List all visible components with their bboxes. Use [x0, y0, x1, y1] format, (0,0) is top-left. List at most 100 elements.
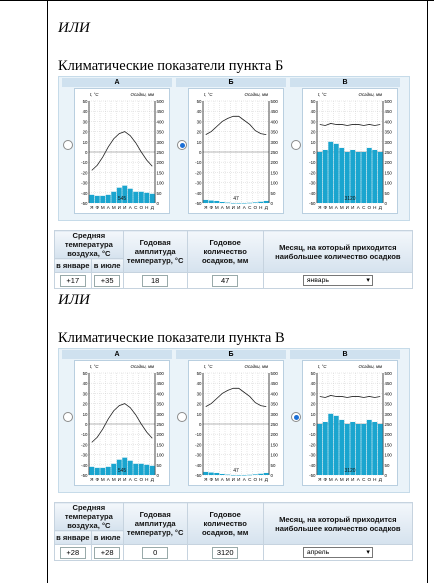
y-left-tick: 50: [83, 99, 88, 104]
precip-bar: [263, 200, 269, 203]
precip-bar: [258, 473, 264, 475]
precip-bar: [344, 152, 350, 203]
x-month-tick: О: [367, 477, 371, 482]
precip-bar: [100, 467, 106, 475]
x-month-tick: Ф: [96, 205, 100, 210]
x-month-tick: С: [248, 205, 252, 210]
y-left-tick: -10: [195, 432, 202, 437]
y-right-tick: 100: [157, 181, 165, 186]
y-left-tick: 50: [83, 371, 88, 376]
chart-plot: 50 40 30 20 10 0 -10 -20 -30 -40 -50 500 450 400 350 30…: [302, 360, 398, 486]
y-left-tick: 10: [311, 412, 316, 417]
y-left-tick: 20: [311, 130, 316, 135]
precip-bar: [350, 149, 356, 203]
section-title: Климатические показатели пункта Б: [58, 58, 284, 74]
y-left-tick: 10: [83, 412, 88, 417]
chart-select-radio[interactable]: [63, 412, 73, 422]
x-month-tick: А: [129, 205, 133, 210]
chart-select-radio[interactable]: [291, 140, 301, 150]
precip-bar: [322, 149, 328, 203]
x-month-tick: Н: [373, 477, 376, 482]
y-left-tick: 30: [311, 391, 316, 396]
y-left-tick: 10: [197, 140, 202, 145]
climate-chart: Б 50 40 30 20 10 0 -10 -20 -30 -40 -50 500 450 400 350 3…: [176, 350, 286, 488]
answers-table: Средняя температура воздуха, °C Годовая …: [54, 502, 414, 561]
y-right-tick: 200: [271, 160, 279, 165]
y-right-tick: 100: [271, 181, 279, 186]
x-month-tick: Я: [318, 205, 321, 210]
precip-bar: [328, 141, 334, 203]
july-input[interactable]: +28: [94, 546, 121, 559]
climate-chart: В 50 40 30 20 10 0 -10 -20 -30 -40 -50 500 450 400 350 3…: [290, 78, 400, 216]
x-month-tick: М: [226, 477, 230, 482]
y-left-tick: 40: [311, 381, 316, 386]
precip-input[interactable]: 3120: [212, 546, 239, 559]
y-left-tick: -30: [195, 453, 202, 458]
chart-select-radio[interactable]: [63, 140, 73, 150]
y-left-label: t, °C: [318, 364, 327, 369]
chart-svg: 50403020100-10-20-30-40-5050045040035030…: [195, 92, 279, 210]
precip-bar: [372, 421, 378, 475]
precip-bar: [208, 200, 214, 203]
y-left-tick: 50: [311, 99, 316, 104]
chart-select-radio[interactable]: [291, 412, 301, 422]
july-input[interactable]: +35: [94, 274, 121, 287]
x-month-tick: А: [107, 477, 111, 482]
y-right-tick: 500: [157, 99, 165, 104]
x-month-tick: Д: [265, 205, 269, 210]
x-month-tick: М: [101, 477, 105, 482]
precip-total-label: 545: [118, 196, 127, 202]
chart-select-radio[interactable]: [177, 412, 187, 422]
x-month-tick: И: [351, 205, 354, 210]
precip-bar: [219, 201, 225, 203]
chart-svg: 50403020100-10-20-30-40-5050045040035030…: [81, 92, 165, 210]
x-month-tick: Д: [151, 477, 155, 482]
x-month-tick: Ф: [324, 205, 328, 210]
y-right-tick: 300: [385, 140, 393, 145]
precip-bar: [339, 419, 345, 475]
chart-select-radio[interactable]: [177, 140, 187, 150]
y-right-tick: 0: [385, 201, 388, 206]
precip-bar: [322, 421, 328, 475]
y-left-tick: -10: [195, 160, 202, 165]
precip-bar: [149, 465, 155, 475]
precip-bar: [144, 464, 150, 475]
x-month-tick: Ф: [324, 477, 328, 482]
y-right-label: Осадки, мм: [245, 92, 268, 97]
precip-bar: [350, 421, 356, 475]
y-left-tick: -50: [309, 473, 316, 478]
y-right-tick: 350: [157, 402, 165, 407]
chart-plot: 50 40 30 20 10 0 -10 -20 -30 -40 -50 500 450 400 350 30…: [74, 88, 170, 214]
x-month-tick: М: [329, 205, 333, 210]
precip-total-label: 3120: [344, 468, 355, 474]
x-month-tick: Я: [90, 477, 93, 482]
y-left-tick: -50: [195, 473, 202, 478]
x-month-tick: А: [129, 477, 133, 482]
page-border-left: [47, 0, 48, 583]
x-month-tick: А: [107, 205, 111, 210]
y-left-tick: 40: [83, 109, 88, 114]
y-left-tick: -30: [309, 181, 316, 186]
y-left-label: t, °C: [204, 364, 213, 369]
precip-bar: [94, 195, 100, 203]
precip-bar: [127, 460, 133, 475]
amplitude-input[interactable]: 0: [142, 546, 169, 559]
y-right-tick: 100: [385, 453, 393, 458]
y-right-tick: 500: [271, 99, 279, 104]
precip-bar: [89, 194, 95, 203]
y-right-tick: 0: [271, 473, 274, 478]
precip-bar: [241, 475, 247, 476]
january-input[interactable]: +17: [59, 274, 86, 287]
month-select[interactable]: апрель: [302, 547, 373, 558]
y-right-tick: 50: [157, 463, 162, 468]
month-select[interactable]: январь: [302, 275, 373, 286]
amplitude-input[interactable]: 18: [142, 274, 169, 287]
precip-bar: [236, 203, 242, 204]
january-input[interactable]: +28: [59, 546, 86, 559]
month-max-header: Месяц, на который приходится наибольшее …: [262, 502, 414, 545]
precip-bar: [214, 472, 220, 475]
y-left-tick: 50: [311, 371, 316, 376]
y-right-tick: 300: [157, 140, 165, 145]
y-right-tick: 500: [157, 371, 165, 376]
precip-input[interactable]: 47: [212, 274, 239, 287]
